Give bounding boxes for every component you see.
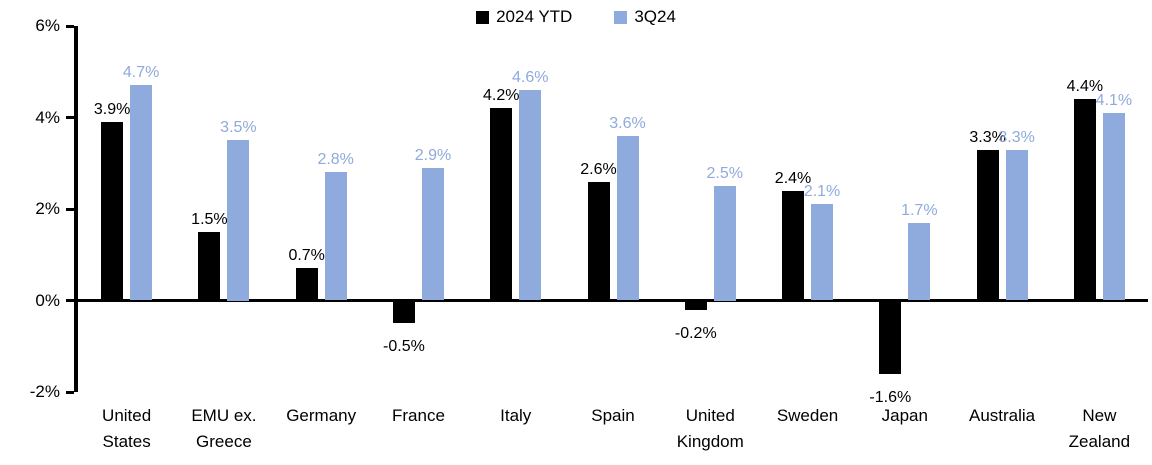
bar-3q24-germany <box>324 172 347 301</box>
bar-2024-ytd-australia <box>976 149 999 301</box>
y-tick-2 <box>66 390 74 394</box>
value-label-3q24-spain: 3.6% <box>609 114 646 132</box>
category-label-sweden: Sweden <box>776 406 839 425</box>
x-axis-line <box>74 299 1148 302</box>
value-label-3q24-australia: 3.3% <box>998 128 1035 146</box>
bar-2024-ytd-germany <box>295 268 318 301</box>
category-label-spain: Spain <box>591 406 635 425</box>
legend-swatch-2024-ytd <box>476 10 490 24</box>
bar-3q24-united-states <box>130 85 153 301</box>
value-label-3q24-germany: 2.8% <box>317 151 354 169</box>
y-tick-label-2: 2% <box>35 199 60 218</box>
value-label-2024-ytd-japan: -1.6% <box>869 388 912 406</box>
chart-legend: 2024 YTD 3Q24 <box>0 7 1152 27</box>
bar-2024-ytd-emu-ex-greece <box>198 231 221 301</box>
category-label-united-states: United States <box>102 406 152 451</box>
y-axis-line <box>74 26 78 392</box>
bar-3q24-france <box>421 167 444 301</box>
category-label-emu-ex-greece: EMU ex. Greece <box>191 406 257 451</box>
y-tick-2 <box>66 207 74 211</box>
bar-2024-ytd-united-kingdom <box>684 300 707 310</box>
value-label-3q24-united-kingdom: 2.5% <box>706 165 743 183</box>
value-label-2024-ytd-spain: 2.6% <box>580 160 617 178</box>
value-label-2024-ytd-italy: 4.2% <box>482 87 520 105</box>
bar-2024-ytd-sweden <box>782 190 805 301</box>
value-label-2024-ytd-sweden: 2.4% <box>774 169 812 187</box>
legend-item-3q24: 3Q24 <box>614 7 676 27</box>
value-label-3q24-sweden: 2.1% <box>803 183 841 201</box>
category-label-germany: Germany <box>286 406 357 425</box>
legend-item-2024-ytd: 2024 YTD <box>476 7 572 27</box>
legend-label-2024-ytd: 2024 YTD <box>496 7 573 26</box>
bar-3q24-italy <box>519 90 542 301</box>
value-label-3q24-france: 2.9% <box>414 146 452 164</box>
bar-3q24-united-kingdom <box>713 186 736 301</box>
value-label-3q24-emu-ex-greece: 3.5% <box>220 119 257 137</box>
bar-2024-ytd-united-states <box>101 122 124 301</box>
value-label-2024-ytd-emu-ex-greece: 1.5% <box>191 210 228 228</box>
bar-2024-ytd-italy <box>490 108 513 301</box>
bar-3q24-new-zealand <box>1102 112 1125 301</box>
value-label-2024-ytd-united-states: 3.9% <box>93 101 131 119</box>
value-label-2024-ytd-united-kingdom: -0.2% <box>674 324 717 342</box>
y-tick-6 <box>66 24 74 28</box>
value-label-2024-ytd-new-zealand: 4.4% <box>1066 78 1104 96</box>
value-label-3q24-united-states: 4.7% <box>122 64 160 82</box>
bar-3q24-japan <box>908 222 931 301</box>
y-tick-label-6: 6% <box>35 16 60 35</box>
category-label-france: France <box>391 406 445 425</box>
bar-3q24-emu-ex-greece <box>227 140 250 301</box>
value-label-2024-ytd-france: -0.5% <box>383 338 425 356</box>
bar-2024-ytd-japan <box>879 300 902 374</box>
bar-2024-ytd-france <box>392 300 415 324</box>
bar-3q24-sweden <box>811 204 834 301</box>
y-tick-0 <box>66 299 74 302</box>
legend-label-3q24: 3Q24 <box>634 7 676 26</box>
y-tick-label-4: 4% <box>35 107 60 127</box>
bar-3q24-spain <box>616 135 639 301</box>
bar-3q24-australia <box>1005 149 1028 301</box>
bar-2024-ytd-new-zealand <box>1073 99 1096 301</box>
value-label-3q24-italy: 4.6% <box>511 69 549 87</box>
bar-2024-ytd-spain <box>587 181 610 301</box>
value-label-3q24-japan: 1.7% <box>901 201 938 219</box>
y-tick-4 <box>66 116 74 119</box>
value-label-3q24-new-zealand: 4.1% <box>1095 91 1133 109</box>
category-label-new-zealand: New Zealand <box>1068 406 1131 451</box>
category-label-japan: Japan <box>881 406 928 425</box>
y-tick-label-2: -2% <box>29 382 60 401</box>
legend-swatch-3q24 <box>614 10 628 24</box>
category-label-australia: Australia <box>969 406 1036 425</box>
value-label-2024-ytd-germany: 0.7% <box>288 247 325 265</box>
value-label-2024-ytd-australia: 3.3% <box>969 128 1006 146</box>
category-label-italy: Italy <box>500 406 532 425</box>
y-tick-label-0: 0% <box>35 290 60 310</box>
category-label-united-kingdom: United Kingdom <box>676 406 744 451</box>
